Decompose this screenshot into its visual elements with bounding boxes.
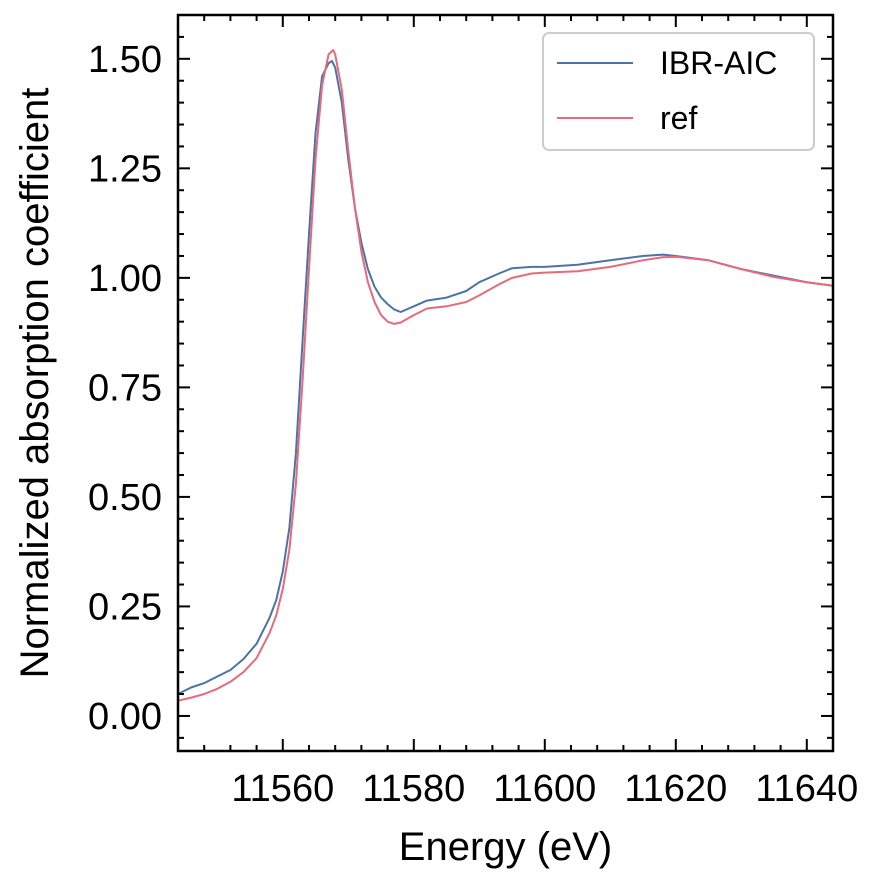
y-axis-title: Normalized absorption coefficient — [13, 88, 57, 679]
x-tick-label: 11580 — [362, 768, 465, 810]
series-layer — [178, 49, 833, 702]
x-axis-title: Energy (eV) — [399, 825, 612, 869]
series-line-ibr-aic — [178, 60, 833, 695]
ticks-layer — [177, 14, 834, 751]
legend-label-ref: ref — [660, 100, 697, 136]
x-tick-label: 11640 — [755, 768, 858, 810]
y-tick-label: 0.00 — [88, 696, 162, 738]
y-tick-label: 1.25 — [88, 148, 162, 190]
y-tick-label: 0.50 — [88, 477, 162, 519]
x-tick-label: 11600 — [493, 768, 596, 810]
y-tick-label: 1.50 — [88, 39, 162, 81]
legend-label-ibr-aic: IBR-AIC — [660, 45, 777, 81]
legend: IBR-AIC ref — [542, 32, 815, 151]
y-tick-label: 0.25 — [88, 586, 162, 628]
x-tick-label: 11560 — [231, 768, 334, 810]
tick-labels: 11560 11580 11600 11620 11640 0.00 0.25 0.50 0.7… — [88, 39, 858, 810]
plot-frame — [176, 13, 835, 753]
series-line-ref — [178, 49, 833, 702]
y-tick-label: 1.00 — [88, 258, 162, 300]
y-tick-label: 0.75 — [88, 367, 162, 409]
x-tick-label: 11620 — [624, 768, 727, 810]
